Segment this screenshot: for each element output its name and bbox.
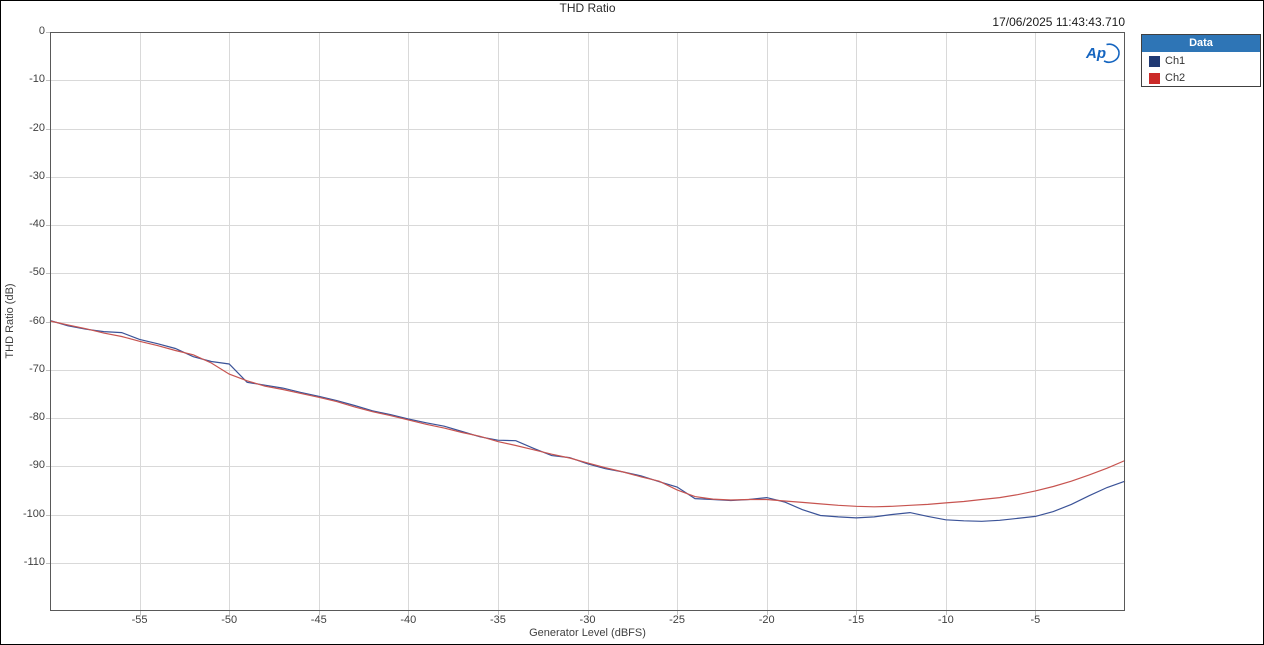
y-tick-label: -100 (22, 507, 45, 520)
x-tick-label: -30 (579, 614, 596, 626)
x-tick-label: -55 (131, 614, 148, 626)
x-tick-label: -50 (221, 614, 238, 626)
x-tick-label: -25 (669, 614, 686, 626)
legend-item-label: Ch2 (1165, 72, 1186, 84)
curve-ch2 (49, 320, 1126, 508)
y-tick-label: -60 (29, 314, 45, 327)
legend-item-label: Ch1 (1165, 55, 1186, 67)
y-tick-label: -40 (29, 218, 45, 230)
ch2-color-swatch-icon (1149, 72, 1160, 84)
y-tick-label: -110 (23, 555, 45, 568)
y-tick-label: -10 (29, 73, 45, 86)
y-tick-label: -70 (29, 362, 45, 375)
chart-title: THD Ratio (559, 1, 616, 15)
legend-header: Data (1142, 35, 1260, 52)
ch1-color-swatch-icon (1149, 55, 1160, 67)
y-tick-label: -80 (29, 411, 45, 423)
y-tick-label: -50 (29, 266, 45, 279)
y-tick-label: -30 (29, 169, 45, 182)
gridlines (46, 32, 1125, 615)
y-axis-title: THD Ratio (dB) (4, 283, 16, 359)
x-tick-label: -10 (937, 614, 954, 626)
y-tick-label: 0 (38, 25, 45, 37)
ap-logo-icon: Ap (1085, 43, 1120, 64)
measurement-timestamp: 17/06/2025 11:43:43.710 (992, 15, 1125, 29)
plot-border (50, 32, 1125, 611)
x-tick-label: -15 (848, 614, 865, 626)
data-curves (49, 319, 1126, 522)
x-axis-title: Generator Level (dBFS) (529, 627, 646, 639)
legend-panel: Data Ch1 Ch2 (1141, 34, 1261, 87)
x-tick-label: -5 (1030, 614, 1041, 626)
legend-item-ch1[interactable]: Ch1 (1142, 52, 1260, 69)
y-tick-label: -20 (29, 121, 45, 134)
svg-text:Ap: Ap (1085, 45, 1106, 62)
plot-area[interactable] (46, 32, 1126, 615)
x-tick-label: -20 (758, 614, 775, 626)
y-tick-label: -90 (29, 459, 45, 472)
x-tick-label: -35 (489, 614, 506, 626)
x-tick-label: -40 (400, 614, 417, 626)
legend-item-ch2[interactable]: Ch2 (1142, 69, 1260, 86)
x-tick-label: -45 (310, 614, 327, 626)
curve-ch1 (49, 319, 1126, 522)
